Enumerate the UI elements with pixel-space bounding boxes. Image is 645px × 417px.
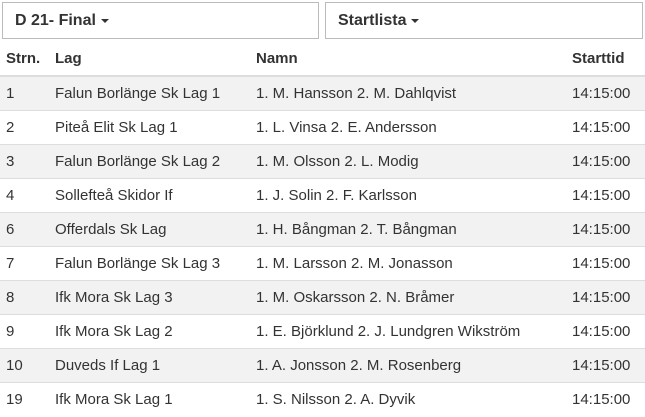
table-row[interactable]: 6 Offerdals Sk Lag 1. H. Bångman 2. T. Bån… [0,212,645,247]
table-row[interactable]: 19 Ifk Mora Sk Lag 1 1. S. Nilsson 2. A. D… [0,382,645,416]
team: Ifk Mora Sk Lag 1 [49,382,250,416]
names: 1. J. Solin 2. F. Karlsson [250,178,566,213]
start-time: 14:15:00 [566,314,645,349]
team: Ifk Mora Sk Lag 2 [49,314,250,349]
start-time: 14:15:00 [566,246,645,281]
team: Falun Borlänge Sk Lag 1 [49,75,250,111]
names: 1. M. Olsson 2. L. Modig [250,144,566,179]
names: 1. S. Nilsson 2. A. Dyvik [250,382,566,416]
start-number: 10 [0,348,49,383]
column-header: Starttid [566,42,645,77]
column-header: Namn [250,42,566,77]
table-row[interactable]: 10 Duveds If Lag 1 1. A. Jonsson 2. M. Ros… [0,348,645,383]
start-time: 14:15:00 [566,75,645,111]
names: 1. M. Oskarsson 2. N. Bråmer [250,280,566,315]
start-list-table: Strn. Lag Namn Starttid 1 Falun Borlänge Sk … [0,42,645,416]
view-dropdown[interactable]: Startlista [325,2,643,39]
start-time: 14:15:00 [566,348,645,383]
start-time: 14:15:00 [566,280,645,315]
names: 1. M. Hansson 2. M. Dahlqvist [250,75,566,111]
team: Offerdals Sk Lag [49,212,250,247]
caret [100,18,109,23]
start-number: 4 [0,178,49,213]
caret [411,18,420,23]
start-number: 2 [0,110,49,145]
start-number: 6 [0,212,49,247]
start-number: 3 [0,144,49,179]
class-label: D 21- Final [15,12,96,29]
column-header: Lag [49,42,250,77]
start-number: 1 [0,75,49,111]
start-time: 14:15:00 [566,110,645,145]
team: Sollefteå Skidor If [49,178,250,213]
start-number: 7 [0,246,49,281]
start-time: 14:15:00 [566,382,645,416]
start-time: 14:15:00 [566,144,645,179]
start-number: 19 [0,382,49,416]
names: 1. H. Bångman 2. T. Bångman [250,212,566,247]
names: 1. A. Jonsson 2. M. Rosenberg [250,348,566,383]
names: 1. E. Björklund 2. J. Lundgren Wikström [250,314,566,349]
table-row[interactable]: 1 Falun Borlänge Sk Lag 1 1. M. Hansson 2.… [0,75,645,111]
table-row[interactable]: 4 Sollefteå Skidor If 1. J. Solin 2. F. Ka… [0,178,645,213]
team: Piteå Elit Sk Lag 1 [49,110,250,145]
table-row[interactable]: 3 Falun Borlänge Sk Lag 2 1. M. Olsson 2. … [0,144,645,179]
table-body: 1 Falun Borlänge Sk Lag 1 1. M. Hansson 2.… [0,75,645,416]
start-time: 14:15:00 [566,212,645,247]
team: Falun Borlänge Sk Lag 2 [49,144,250,179]
view-label: Startlista [338,12,407,29]
table-row[interactable]: 8 Ifk Mora Sk Lag 3 1. M. Oskarsson 2. N. … [0,280,645,315]
team: Falun Borlänge Sk Lag 3 [49,246,250,281]
header-row: Strn. Lag Namn Starttid [0,42,645,77]
class-dropdown[interactable]: D 21- Final [2,2,319,39]
column-header: Strn. [0,42,49,77]
names: 1. L. Vinsa 2. E. Andersson [250,110,566,145]
table-row[interactable]: 2 Piteå Elit Sk Lag 1 1. L. Vinsa 2. E. An… [0,110,645,145]
start-number: 8 [0,280,49,315]
start-time: 14:15:00 [566,178,645,213]
names: 1. M. Larsson 2. M. Jonasson [250,246,566,281]
team: Duveds If Lag 1 [49,348,250,383]
table-row[interactable]: 9 Ifk Mora Sk Lag 2 1. E. Björklund 2. J. … [0,314,645,349]
table-row[interactable]: 7 Falun Borlänge Sk Lag 3 1. M. Larsson 2.… [0,246,645,281]
start-number: 9 [0,314,49,349]
team: Ifk Mora Sk Lag 3 [49,280,250,315]
